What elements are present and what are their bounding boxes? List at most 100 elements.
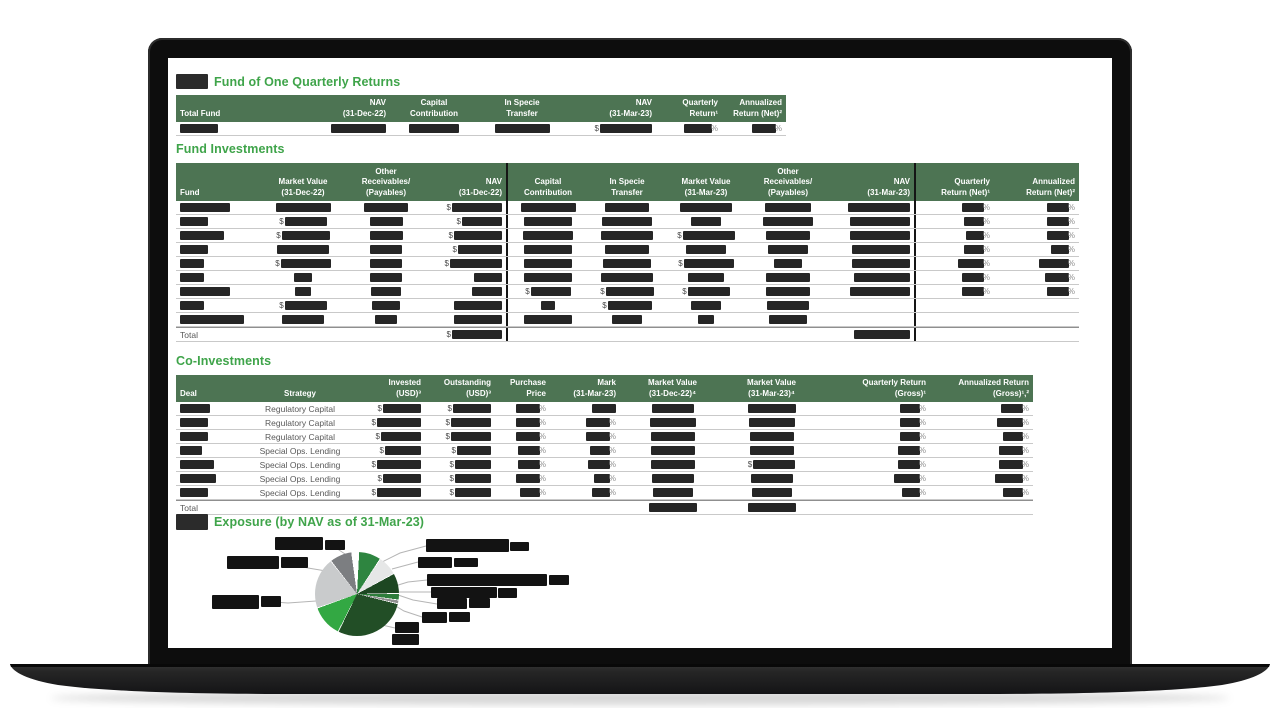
- redacted-value: [687, 287, 730, 296]
- table-cell: [830, 313, 914, 326]
- column-header: Outstanding (USD)³: [443, 378, 491, 398]
- redacted-value: [763, 217, 813, 226]
- redacted-value: [768, 245, 808, 254]
- table-row: [176, 313, 1079, 327]
- table-cell: [506, 201, 588, 214]
- column-header: Annualized Return (Gross)¹,²: [958, 378, 1029, 398]
- column-header: NAV (31-Mar-23): [609, 98, 652, 118]
- redacted-value: [372, 301, 400, 310]
- redacted-value: [381, 432, 421, 441]
- table-cell: [346, 243, 426, 256]
- table-cell: %: [914, 229, 994, 242]
- pie-label-redacted: [212, 595, 259, 609]
- redacted-value: [680, 203, 732, 212]
- redacted-value: [524, 315, 572, 324]
- redacted-value: [515, 432, 540, 441]
- table-cell: [355, 501, 425, 514]
- table-cell: Special Ops. Lending: [259, 445, 341, 456]
- redacted-value: [650, 460, 695, 469]
- redacted-value: [515, 474, 540, 483]
- table-cell: [260, 201, 346, 214]
- table-cell: %: [914, 271, 994, 284]
- redacted-value: [180, 432, 208, 441]
- table-cell: $: [260, 257, 346, 270]
- table-cell: [506, 299, 588, 312]
- table-cell: [746, 328, 830, 341]
- redacted-value: [454, 315, 502, 324]
- table-cell: %: [994, 271, 1079, 284]
- redacted-value: [180, 474, 216, 483]
- pie-label-redacted: [418, 557, 452, 568]
- redacted-value: [691, 217, 721, 226]
- column-header: NAV (31-Dec-22): [458, 177, 502, 197]
- table-cell: [588, 215, 666, 228]
- table-cell: [620, 458, 725, 471]
- redacted-value: [766, 287, 810, 296]
- redacted-value: [451, 432, 491, 441]
- table-cell: $: [355, 472, 425, 485]
- redacted-value: [850, 217, 910, 226]
- table-cell: [426, 271, 506, 284]
- table-cell: [176, 122, 286, 135]
- redacted-value: [472, 287, 502, 296]
- table-cell: %: [495, 472, 550, 485]
- redacted-value: [455, 488, 491, 497]
- redacted-value: [750, 474, 793, 483]
- redacted-value: [369, 217, 403, 226]
- table-cell: %: [495, 458, 550, 471]
- redacted-value: [1002, 488, 1023, 497]
- redacted-value: [585, 418, 610, 427]
- table-cell: [620, 416, 725, 429]
- column-header: Fund: [180, 187, 200, 197]
- column-header: Deal: [180, 388, 197, 398]
- table-cell: %: [818, 458, 930, 471]
- table-cell: $: [425, 416, 495, 429]
- table-cell: $: [426, 328, 506, 341]
- table-cell: [620, 486, 725, 499]
- redacted-value: [383, 404, 421, 413]
- pie-label-redacted: [427, 574, 547, 586]
- section-title-text: Fund Investments: [176, 142, 285, 156]
- table-cell: [176, 486, 245, 499]
- base-body: [10, 664, 1270, 694]
- table-cell: [176, 201, 260, 214]
- redacted-value: [601, 231, 653, 240]
- table-cell: [506, 243, 588, 256]
- table-cell: [286, 122, 390, 135]
- table-cell: [346, 328, 426, 341]
- table-cell: %: [994, 243, 1079, 256]
- table-cell: [506, 257, 588, 270]
- table-cell: [588, 201, 666, 214]
- table-cell: [830, 328, 914, 341]
- redacted-value: [650, 432, 695, 441]
- table-cell: [245, 501, 355, 514]
- pie-value-redacted: [449, 612, 470, 622]
- pie-label-redacted: [275, 537, 323, 550]
- redacted-value: [698, 315, 714, 324]
- redacted-value: [899, 432, 920, 441]
- table-cell: [346, 285, 426, 298]
- redacted-value: [458, 245, 502, 254]
- table-row: $%%: [176, 201, 1079, 215]
- table-cell: $: [355, 402, 425, 415]
- table-cell: [176, 430, 245, 443]
- redacted-value: [331, 124, 386, 133]
- redacted-value: [370, 259, 402, 268]
- table-cell: [588, 257, 666, 270]
- table-body: Regulatory Capital $ $%%% Regulatory Capita…: [176, 402, 1033, 515]
- section-title-total-fund: Fund of One Quarterly Returns: [176, 74, 400, 89]
- table-cell: $: [426, 257, 506, 270]
- table-cell: [994, 313, 1079, 326]
- table-row: $ $ $%%: [176, 229, 1079, 243]
- table-cell: [666, 201, 746, 214]
- table-row: $%%: [176, 243, 1079, 257]
- table-cell: %: [994, 229, 1079, 242]
- column-header: Market Value (31-Mar-23): [681, 177, 731, 197]
- table-cell: %: [550, 416, 620, 429]
- redacted-value: [766, 231, 810, 240]
- table-cell: $: [426, 201, 506, 214]
- redacted-value: [375, 315, 397, 324]
- table-cell: Special Ops. Lending: [259, 459, 341, 470]
- redacted-value: [275, 203, 331, 212]
- redacted-logo: [176, 74, 208, 89]
